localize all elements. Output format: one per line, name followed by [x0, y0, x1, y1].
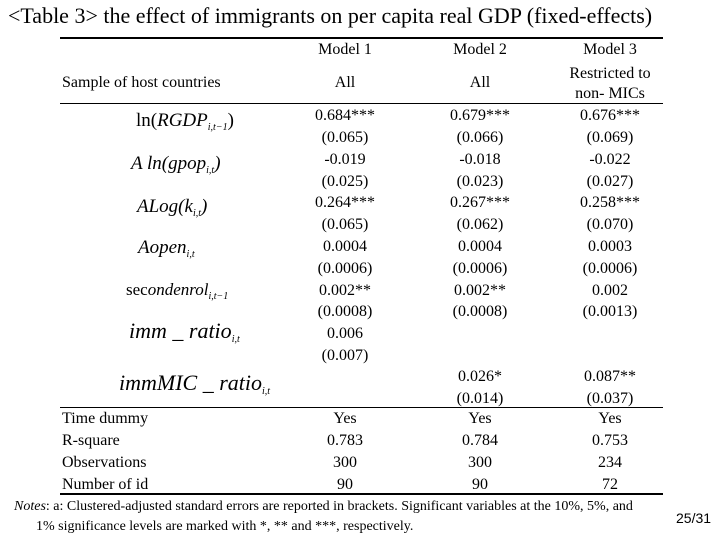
model2-sample: All [469, 74, 491, 91]
var-lngdp: ln(RGDPi,t−1) [136, 110, 234, 133]
m1-se-second: (0.0008) [317, 303, 373, 320]
stat-label-observations: Observations [62, 454, 147, 471]
m1-coef-dpop: -0.019 [324, 151, 366, 168]
model3-sample-line1: Restricted to [569, 65, 651, 82]
m2-se-open: (0.0006) [452, 260, 508, 277]
sample-label: Sample of host countries [62, 74, 221, 91]
m3-se-immmic: (0.037) [586, 390, 634, 407]
var-second: secondenroli,t−1 [126, 280, 229, 302]
m2-se-dpop: (0.023) [456, 173, 504, 190]
m3-coef-lngdp: 0.676*** [580, 107, 640, 124]
bottom-rule [60, 493, 663, 495]
var-open: Aopeni,t [138, 237, 195, 260]
stat-label-time-dummy: Time dummy [62, 410, 149, 427]
m1-observations: 300 [333, 454, 357, 471]
m1-number-of-id: 90 [337, 476, 353, 493]
m1-r-square: 0.783 [327, 432, 363, 449]
m3-coef-open: 0.0003 [588, 238, 632, 255]
header-rule [60, 103, 663, 104]
m2-se-immmic: (0.014) [456, 390, 504, 407]
m3-se-open: (0.0006) [582, 260, 638, 277]
m3-number-of-id: 72 [602, 476, 618, 493]
m3-time-dummy: Yes [598, 410, 622, 427]
m3-r-square: 0.753 [592, 432, 628, 449]
m2-number-of-id: 90 [472, 476, 488, 493]
m1-coef-dlogk: 0.264*** [315, 194, 375, 211]
m1-se-lngdp: (0.065) [321, 129, 369, 146]
model3-sample-line2: non- MICs [575, 85, 645, 102]
m1-coef-second: 0.002** [319, 282, 371, 299]
m2-se-dlogk: (0.062) [456, 216, 504, 233]
var-dlogk: ALog(ki,t) [137, 196, 208, 219]
model1-header: Model 1 [318, 41, 372, 58]
m2-coef-second: 0.002** [454, 282, 506, 299]
m3-observations: 234 [598, 454, 622, 471]
m1-se-open: (0.0006) [317, 260, 373, 277]
m3-coef-immmic: 0.087** [584, 368, 636, 385]
model3-header: Model 3 [583, 41, 637, 58]
m1-coef-lngdp: 0.684*** [315, 107, 375, 124]
m2-coef-lngdp: 0.679*** [450, 107, 510, 124]
m2-coef-immmic: 0.026* [458, 368, 502, 385]
m1-time-dummy: Yes [333, 410, 357, 427]
m2-time-dummy: Yes [468, 410, 492, 427]
notes-line-2: 1% significance levels are marked with *… [36, 519, 414, 534]
m1-coef-open: 0.0004 [323, 238, 367, 255]
m1-coef-imm: 0.006 [327, 325, 363, 342]
top-rule [60, 37, 663, 39]
m1-se-dpop: (0.025) [321, 173, 369, 190]
m2-coef-open: 0.0004 [458, 238, 502, 255]
stat-label-r-square: R-square [62, 432, 120, 449]
m2-r-square: 0.784 [462, 432, 498, 449]
m2-observations: 300 [468, 454, 492, 471]
m2-coef-dpop: -0.018 [459, 151, 501, 168]
m2-se-lngdp: (0.066) [456, 129, 504, 146]
model1-sample: All [334, 74, 356, 91]
m2-coef-dlogk: 0.267*** [450, 194, 510, 211]
m3-se-second: (0.0013) [582, 303, 638, 320]
notes-line-1: Notes: a: Clustered-adjusted standard er… [14, 499, 633, 514]
m3-coef-dlogk: 0.258*** [580, 194, 640, 211]
m3-se-lngdp: (0.069) [586, 129, 634, 146]
m2-se-second: (0.0008) [452, 303, 508, 320]
table-notes: Notes: a: Clustered-adjusted standard er… [14, 497, 714, 537]
m3-coef-dpop: -0.022 [589, 151, 631, 168]
model2-header: Model 2 [453, 41, 507, 58]
stat-label-number-of-id: Number of id [62, 476, 149, 493]
m1-se-dlogk: (0.065) [321, 216, 369, 233]
stats-rule [60, 407, 663, 408]
var-imm-ratio: imm _ ratioi,t [129, 318, 240, 345]
var-immmic-ratio: immMIC _ ratioi,t [119, 370, 271, 397]
m3-se-dlogk: (0.070) [586, 216, 634, 233]
m3-se-dpop: (0.027) [586, 173, 634, 190]
table-title: <Table 3> the effect of immigrants on pe… [8, 3, 653, 28]
var-dpop: A ln(gpopi,t) [131, 153, 221, 176]
page-number: 25/31 [676, 510, 712, 526]
m3-coef-second: 0.002 [592, 282, 628, 299]
m1-se-imm: (0.007) [321, 347, 369, 364]
